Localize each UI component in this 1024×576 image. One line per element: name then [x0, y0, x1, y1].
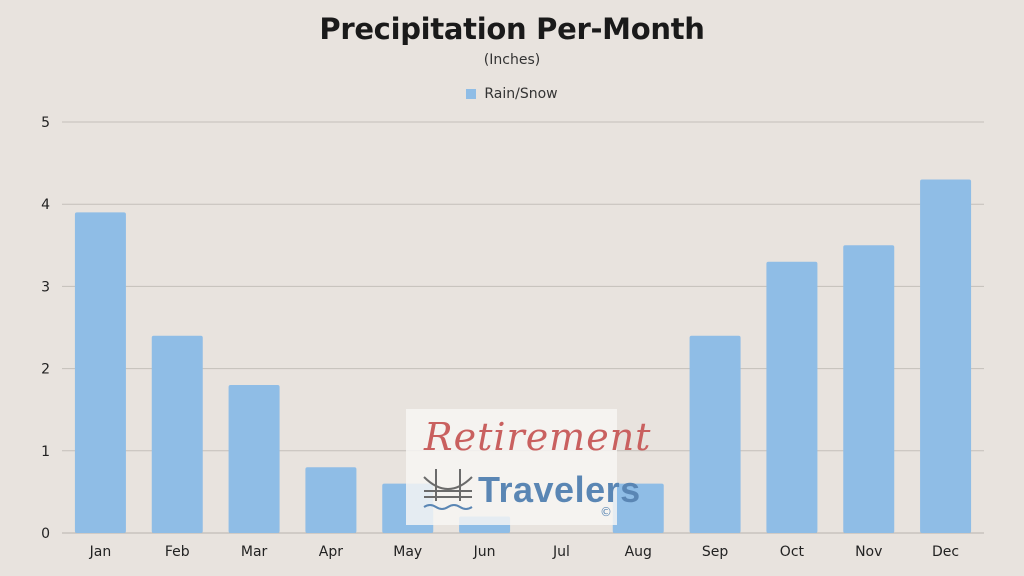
bar-oct	[766, 262, 817, 533]
y-tick-label: 3	[41, 279, 50, 295]
x-tick-label: Aug	[625, 544, 652, 560]
bar-sep	[690, 336, 741, 533]
x-tick-label: Mar	[241, 544, 268, 560]
bar-nov	[843, 245, 894, 533]
x-tick-label: Jun	[473, 544, 496, 560]
y-tick-label: 0	[41, 526, 50, 542]
bridge-icon	[422, 467, 474, 513]
y-tick-label: 1	[41, 444, 50, 460]
x-tick-label: Dec	[932, 544, 959, 560]
bar-feb	[152, 336, 203, 533]
watermark-logo: Retirement Travelers ©	[406, 409, 617, 525]
y-tick-label: 2	[41, 362, 50, 378]
x-tick-label: Nov	[855, 544, 882, 560]
watermark-line1: Retirement	[424, 415, 651, 459]
copyright-mark: ©	[600, 505, 612, 519]
x-tick-label: Sep	[702, 544, 729, 560]
bar-dec	[920, 180, 971, 533]
x-tick-label: Oct	[780, 544, 805, 560]
y-tick-label: 4	[41, 197, 50, 213]
x-tick-label: May	[393, 544, 422, 560]
x-tick-label: Apr	[319, 544, 343, 560]
bar-jan	[75, 212, 126, 533]
x-tick-label: Jul	[552, 544, 570, 560]
x-tick-label: Jan	[89, 544, 112, 560]
bar-mar	[229, 385, 280, 533]
x-tick-label: Feb	[165, 544, 190, 560]
watermark-line2: Travelers	[478, 469, 641, 511]
y-tick-label: 5	[41, 115, 50, 131]
bar-apr	[305, 467, 356, 533]
